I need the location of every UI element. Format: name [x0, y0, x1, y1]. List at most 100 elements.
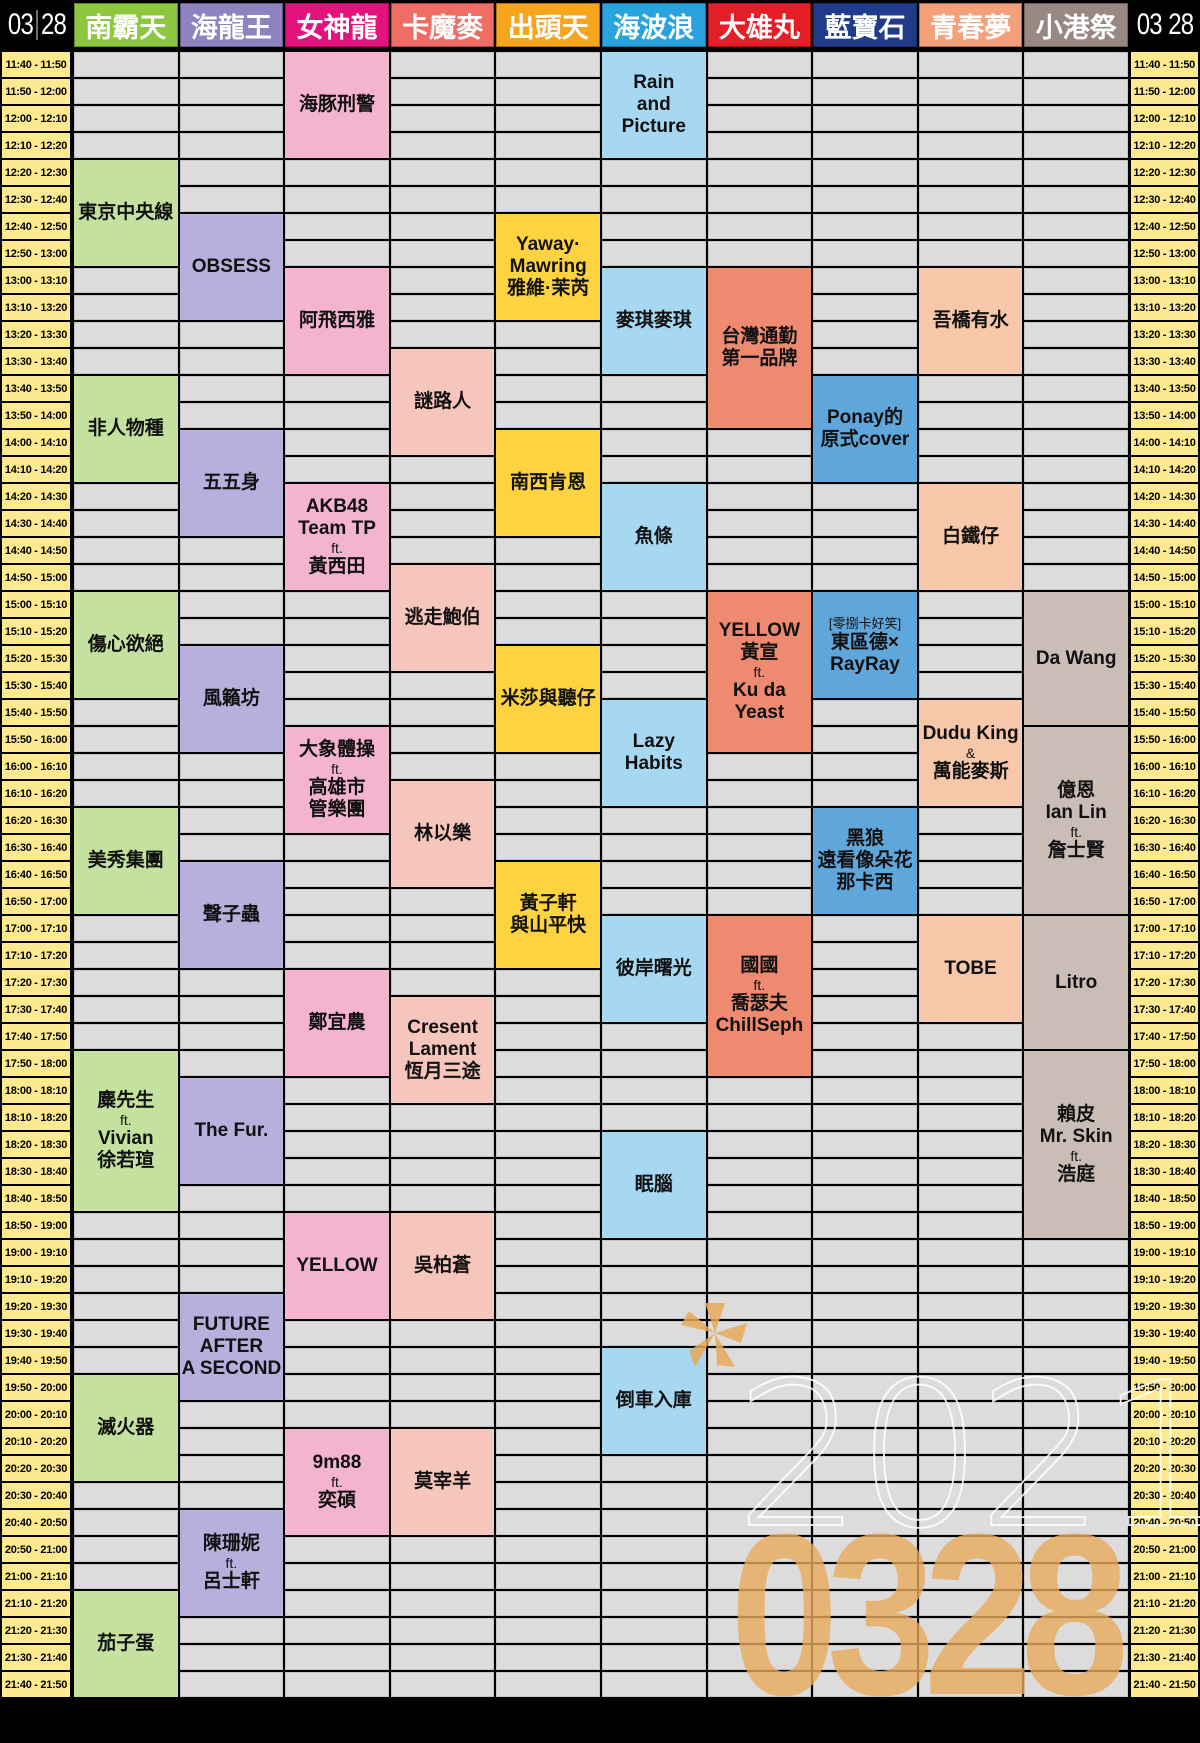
stage-header[interactable]: 海波浪 — [602, 3, 706, 47]
performance-block[interactable]: 傷心欲絕 — [74, 592, 178, 698]
performance-block[interactable]: 米莎與聽仔 — [496, 646, 600, 752]
empty-slot — [1024, 133, 1128, 158]
empty-slot — [602, 1537, 706, 1562]
performance-block[interactable]: 林以樂 — [390, 781, 495, 887]
empty-slot — [496, 565, 600, 590]
performance-block[interactable]: TOBE — [918, 916, 1023, 1022]
performer-name: 米莎與聽仔 — [500, 688, 596, 709]
performance-block[interactable]: Rain and Picture — [602, 52, 706, 158]
performance-block[interactable]: 非人物種 — [74, 376, 178, 482]
empty-slot — [179, 1456, 284, 1481]
performance-block[interactable]: Yaway· Mawring 雅維·茉芮 — [496, 214, 600, 320]
performer-name: Dudu King — [922, 723, 1019, 744]
performance-block[interactable]: 鄭宜農 — [285, 970, 389, 1076]
time-slot-left: 16:20 - 16:30 — [2, 808, 70, 833]
empty-slot — [496, 52, 600, 77]
time-slot-right: 12:40 - 12:50 — [1131, 214, 1198, 239]
performance-block[interactable]: 聲子蟲 — [179, 862, 284, 968]
performance-block[interactable]: 眠腦 — [602, 1132, 706, 1238]
performance-block[interactable]: 美秀集團 — [74, 808, 178, 914]
performance-block[interactable]: 黃子軒 與山平快 — [496, 862, 600, 968]
performance-block[interactable]: 麋先生 ft. Vivian 徐若瑄 — [74, 1051, 178, 1211]
performance-block[interactable]: 茄子蛋 — [74, 1591, 178, 1697]
performance-block[interactable]: 謎路人 — [390, 349, 495, 455]
performance-block[interactable]: FUTURE AFTER A SECOND — [179, 1294, 284, 1400]
performer-name: The Fur. — [194, 1120, 269, 1141]
stage-header[interactable]: 大雄丸 — [707, 3, 812, 47]
empty-slot — [707, 484, 812, 509]
empty-slot — [496, 1591, 600, 1616]
performance-block[interactable]: 吳柏蒼 — [390, 1213, 495, 1319]
performance-block[interactable]: [零捌卡好笑] 東區德× RayRay — [813, 592, 917, 698]
performer-name: 恆月三途 — [404, 1061, 481, 1082]
time-slot-right: 19:00 - 19:10 — [1131, 1240, 1198, 1265]
performance-block[interactable]: 海豚刑警 — [285, 52, 389, 158]
featuring-label: ft. — [119, 1112, 132, 1128]
empty-slot — [1024, 1591, 1128, 1616]
empty-slot — [390, 322, 495, 347]
empty-slot — [74, 1240, 178, 1265]
performance-block[interactable]: OBSESS — [179, 214, 284, 320]
empty-slot — [1024, 214, 1128, 239]
performance-block[interactable]: 賴皮 Mr. Skin ft. 浩庭 — [1024, 1051, 1128, 1238]
performance-block[interactable]: 逃走鮑伯 — [390, 565, 495, 671]
empty-slot — [918, 889, 1023, 914]
performance-block[interactable]: Cresent Lament 恆月三途 — [390, 997, 495, 1103]
empty-slot — [602, 457, 706, 482]
stage-header[interactable]: 海龍王 — [179, 3, 284, 47]
performance-block[interactable]: 阿飛西雅 — [285, 268, 389, 374]
empty-slot — [918, 1456, 1023, 1481]
performance-block[interactable]: AKB48 Team TP ft. 黃西田 — [285, 484, 389, 590]
performance-block[interactable]: 黑狼 遠看像朵花 那卡西 — [813, 808, 917, 914]
empty-slot — [813, 1591, 917, 1616]
performer-name: Yaway· — [515, 234, 581, 255]
performance-block[interactable]: 東京中央線 — [74, 160, 178, 266]
empty-slot — [918, 835, 1023, 860]
performance-block[interactable]: 吾橋有水 — [918, 268, 1023, 374]
performance-block[interactable]: Da Wang — [1024, 592, 1128, 725]
performance-block[interactable]: 9m88 ft. 奕碩 — [285, 1429, 389, 1535]
performance-block[interactable]: 滅火器 — [74, 1375, 178, 1481]
empty-slot — [390, 1321, 495, 1346]
performance-block[interactable]: 白鐵仔 — [918, 484, 1023, 590]
performance-block[interactable]: 彼岸曙光 — [602, 916, 706, 1022]
performance-block[interactable]: Dudu King & 萬能麥斯 — [918, 700, 1023, 806]
empty-slot — [813, 754, 917, 779]
time-slot-right: 17:20 - 17:30 — [1131, 970, 1198, 995]
performance-block[interactable]: YELLOW — [285, 1213, 389, 1319]
time-slot-right: 11:40 - 11:50 — [1131, 52, 1198, 77]
empty-slot — [602, 1321, 706, 1346]
performance-block[interactable]: YELLOW 黃宣 ft. Ku da Yeast — [707, 592, 812, 752]
stage-header[interactable]: 小港祭 — [1024, 3, 1128, 47]
performance-block[interactable]: 億恩 Ian Lin ft. 詹士賢 — [1024, 727, 1128, 914]
stage-header[interactable]: 南霸天 — [74, 3, 178, 47]
stage-header[interactable]: 女神龍 — [285, 3, 389, 47]
performance-block[interactable]: Lazy Habits — [602, 700, 706, 806]
stage-header[interactable]: 藍寶石 — [813, 3, 917, 47]
performance-block[interactable]: The Fur. — [179, 1078, 284, 1184]
performance-block[interactable]: 風籟坊 — [179, 646, 284, 752]
stage-header[interactable]: 出頭天 — [496, 3, 600, 47]
performance-block[interactable]: 大象體操 ft. 高雄市 管樂團 — [285, 727, 389, 833]
empty-slot — [179, 1024, 284, 1049]
stage-header[interactable]: 卡魔麥 — [390, 3, 495, 47]
performer-name: Habits — [624, 753, 683, 774]
empty-slot — [602, 835, 706, 860]
empty-slot — [496, 1348, 600, 1373]
performance-block[interactable]: 國國 ft. 喬瑟夫 ChillSeph — [707, 916, 812, 1076]
performance-block[interactable]: 台灣通勤 第一品牌 — [707, 268, 812, 428]
performance-block[interactable]: 南西肯恩 — [496, 430, 600, 536]
time-slot-left: 17:00 - 17:10 — [2, 916, 70, 941]
performance-block[interactable]: Ponay的 原式cover — [813, 376, 917, 482]
performance-block[interactable]: 陳珊妮 ft. 呂士軒 — [179, 1510, 284, 1616]
performance-block[interactable]: 五五身 — [179, 430, 284, 536]
stage-header[interactable]: 青春夢 — [918, 3, 1023, 47]
performance-block[interactable]: Litro — [1024, 916, 1128, 1049]
performance-block[interactable]: 莫宰羊 — [390, 1429, 495, 1535]
performance-block[interactable]: 麥琪麥琪 — [602, 268, 706, 374]
performer-name: 奕碩 — [317, 1490, 356, 1511]
performance-block[interactable]: 倒車入庫 — [602, 1348, 706, 1454]
performance-block[interactable]: 魚條 — [602, 484, 706, 590]
time-slot-left: 14:30 - 14:40 — [2, 511, 70, 536]
empty-slot — [707, 1159, 812, 1184]
